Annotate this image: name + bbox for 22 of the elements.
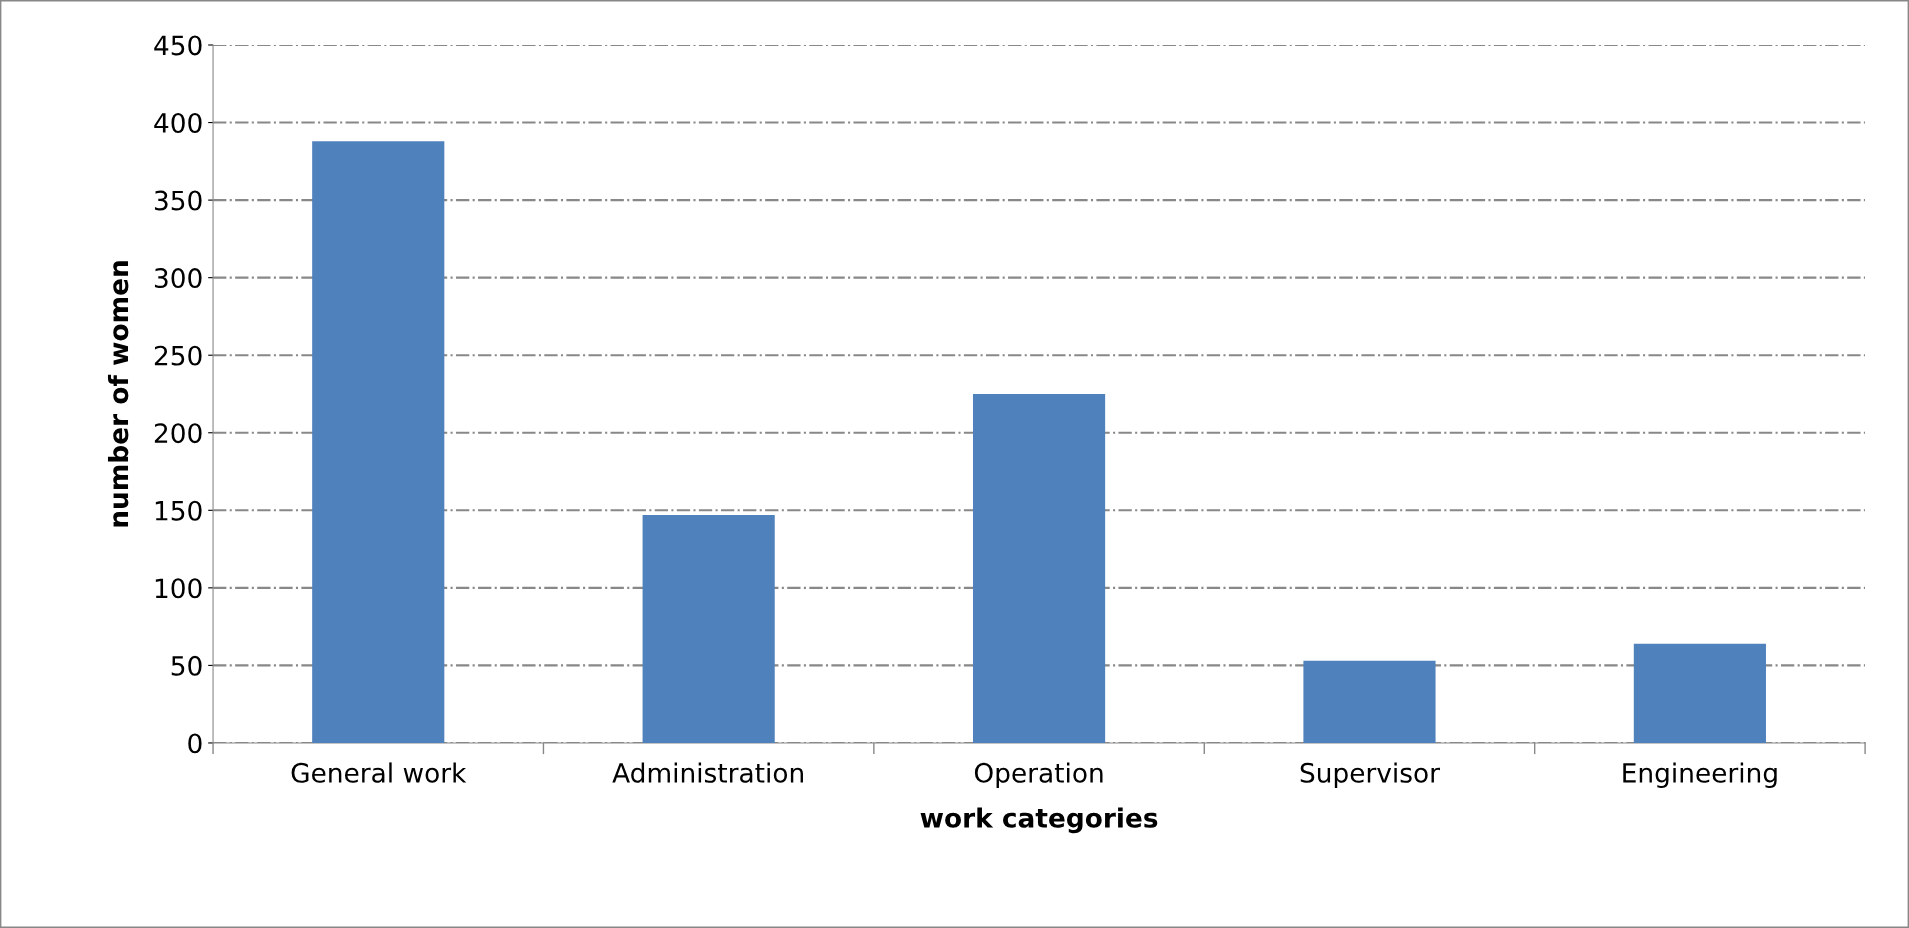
y-tick-label: 100 [155,578,202,599]
y-axis-title: number of women [107,261,129,527]
y-tick-label: 0 [188,733,202,754]
x-tick-label: Operation [974,762,1103,788]
y-tick-label: 50 [171,655,202,676]
y-tick-label: 350 [154,190,202,211]
y-tick-label: 250 [154,345,202,366]
y-tick-label: 400 [154,113,202,133]
y-tick-label: 450 [154,35,202,56]
x-tick-label: Administration [612,762,803,783]
x-axis-title: work categories [920,807,1158,834]
x-tick-label: Supervisor [1300,762,1440,788]
y-tick-label: 300 [154,268,202,289]
bar [1303,660,1436,743]
bar [972,393,1106,743]
y-tick-label: 150 [155,500,202,521]
bar [1633,643,1766,743]
y-tick-label: 200 [154,423,202,444]
x-tick-label: General work [291,762,467,783]
x-tick-label: Engineering [1623,762,1777,788]
bar [312,141,445,743]
bar [642,514,775,743]
